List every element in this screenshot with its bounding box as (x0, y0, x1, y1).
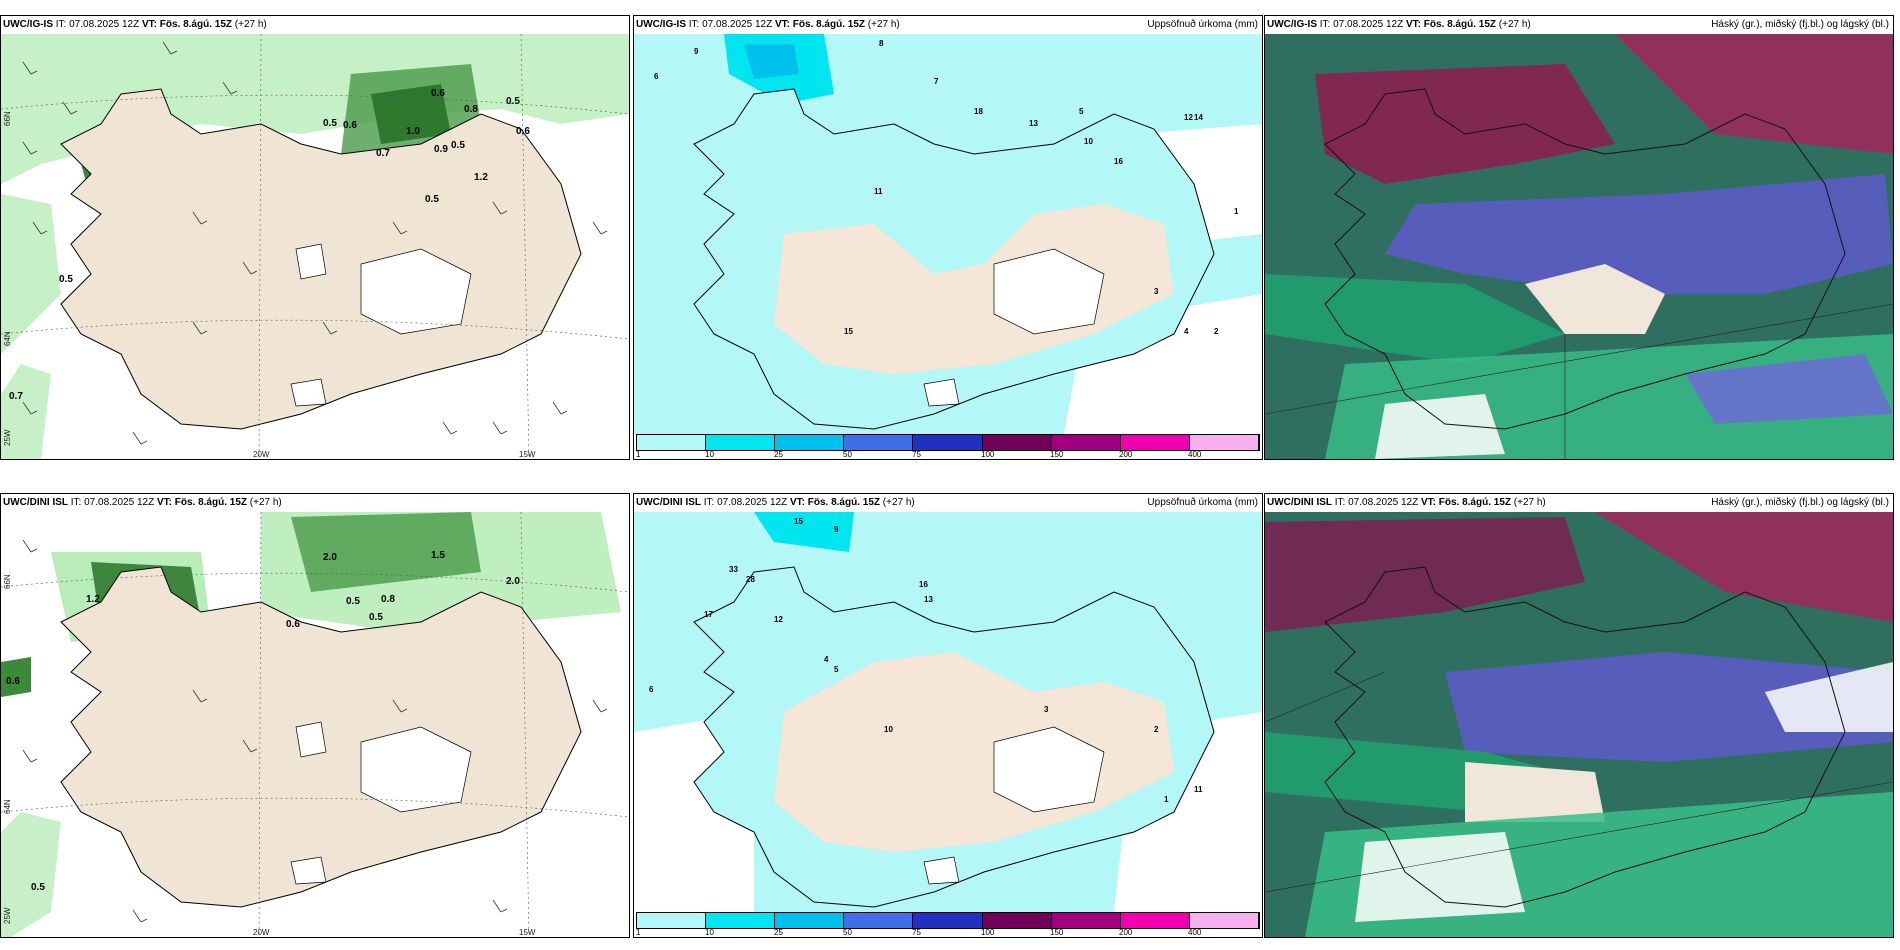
svg-text:3: 3 (1154, 287, 1159, 296)
wind-panel-bottom: UWC/DINI ISL IT: 07.08.2025 12Z VT: Fös.… (0, 493, 630, 938)
svg-text:10: 10 (1084, 137, 1093, 146)
svg-text:4: 4 (1184, 327, 1189, 336)
wind-value: 0.9 (434, 144, 448, 155)
wind-value: 0.6 (516, 126, 530, 137)
svg-text:11: 11 (1194, 785, 1203, 794)
wind-value: 1.5 (431, 550, 445, 561)
clouds-map (1265, 34, 1893, 459)
svg-text:6: 6 (654, 72, 659, 81)
lon-label: 15W (519, 928, 536, 937)
wind-value: 0.8 (381, 594, 395, 605)
wind-value: 0.5 (59, 274, 73, 285)
wind-value: 0.5 (451, 140, 465, 151)
clouds-map (1265, 512, 1893, 937)
wind-value: 2.0 (323, 552, 337, 563)
svg-text:28: 28 (746, 575, 755, 584)
precip-panel-bottom: UWC/DINI ISL IT: 07.08.2025 12Z VT: Fös.… (633, 493, 1263, 938)
svg-text:6: 6 (649, 685, 654, 694)
panel-title: UWC/IG-IS IT: 07.08.2025 12Z VT: Fös. 8.… (1267, 19, 1531, 30)
lon-label: 25W (3, 907, 12, 924)
panel-field-title: Uppsöfnuð úrkoma (mm) (1147, 497, 1258, 508)
svg-text:3: 3 (1044, 705, 1049, 714)
wind-value: 0.6 (343, 120, 357, 131)
svg-text:5: 5 (834, 665, 839, 674)
panel-title: UWC/DINI ISL IT: 07.08.2025 12Z VT: Fös.… (1267, 497, 1546, 508)
wind-panel-top: UWC/IG-IS IT: 07.08.2025 12Z VT: Fös. 8.… (0, 15, 630, 460)
panel-title: UWC/DINI ISL IT: 07.08.2025 12Z VT: Fös.… (3, 497, 282, 508)
wind-map: 0.6 0.5 2.0 1.5 1.2 0.8 0.6 0.5 0.5 2.0 (1, 512, 629, 937)
lat-label: 66N (3, 111, 12, 126)
panel-field-title: Uppsöfnuð úrkoma (mm) (1147, 19, 1258, 30)
panel-title: UWC/IG-IS IT: 07.08.2025 12Z VT: Fös. 8.… (636, 19, 900, 30)
wind-value: 0.6 (6, 676, 20, 687)
precip-panel-top: UWC/IG-IS IT: 07.08.2025 12Z VT: Fös. 8.… (633, 15, 1263, 460)
panel-field-title: Háský (gr.), miðský (fj.bl.) og lágský (… (1711, 19, 1889, 30)
lat-label: 64N (3, 799, 12, 814)
precip-map: 9 8 6 7 5 10 11 15 18 13 16 14 12 3 4 2 … (634, 34, 1262, 434)
svg-text:16: 16 (919, 580, 928, 589)
svg-text:14: 14 (1194, 113, 1203, 122)
clouds-panel-top: UWC/IG-IS IT: 07.08.2025 12Z VT: Fös. 8.… (1264, 15, 1894, 460)
wind-value: 0.5 (506, 96, 520, 107)
panel-field-title: Háský (gr.), miðský (fj.bl.) og lágský (… (1711, 497, 1889, 508)
svg-text:17: 17 (704, 610, 713, 619)
lat-label: 66N (3, 574, 12, 589)
svg-text:13: 13 (924, 595, 933, 604)
svg-text:9: 9 (834, 525, 839, 534)
lon-label: 15W (519, 450, 536, 459)
precip-colorbar (636, 434, 1260, 451)
wind-value: 1.2 (474, 172, 488, 183)
panel-title: UWC/IG-IS IT: 07.08.2025 12Z VT: Fös. 8.… (3, 19, 267, 30)
panel-title: UWC/DINI ISL IT: 07.08.2025 12Z VT: Fös.… (636, 497, 915, 508)
svg-text:15: 15 (844, 327, 853, 336)
svg-text:10: 10 (884, 725, 893, 734)
precip-map: 15 9 33 28 17 12 16 13 10 6 5 4 3 2 1 11 (634, 512, 1262, 912)
svg-text:4: 4 (824, 655, 829, 664)
wind-value: 2.0 (506, 576, 520, 587)
wind-value: 0.5 (369, 612, 383, 623)
svg-text:1: 1 (1164, 795, 1169, 804)
precip-colorbar (636, 912, 1260, 929)
svg-text:12: 12 (774, 615, 783, 624)
wind-value: 1.2 (86, 594, 100, 605)
lat-label: 64N (3, 331, 12, 346)
svg-text:2: 2 (1214, 327, 1219, 336)
wind-value: 0.8 (464, 104, 478, 115)
lon-label: 20W (253, 928, 270, 937)
wind-value: 0.6 (431, 88, 445, 99)
lon-label: 25W (3, 429, 12, 446)
wind-map: 0.6 0.5 0.8 0.5 0.6 1.0 0.9 0.7 0.6 0.5 … (1, 34, 629, 459)
svg-text:33: 33 (729, 565, 738, 574)
clouds-panel-bottom: UWC/DINI ISL IT: 07.08.2025 12Z VT: Fös.… (1264, 493, 1894, 938)
svg-text:5: 5 (1079, 107, 1084, 116)
wind-value: 0.7 (9, 391, 23, 402)
svg-text:16: 16 (1114, 157, 1123, 166)
wind-value: 0.5 (425, 194, 439, 205)
svg-text:15: 15 (794, 517, 803, 526)
wind-value: 0.5 (323, 118, 337, 129)
svg-text:12: 12 (1184, 113, 1193, 122)
svg-text:9: 9 (694, 47, 699, 56)
wind-value: 0.7 (376, 148, 390, 159)
svg-text:11: 11 (874, 187, 883, 196)
wind-value: 0.5 (346, 596, 360, 607)
svg-text:18: 18 (974, 107, 983, 116)
svg-text:8: 8 (879, 39, 884, 48)
wind-value: 0.6 (286, 619, 300, 630)
svg-text:7: 7 (934, 77, 939, 86)
svg-text:13: 13 (1029, 119, 1038, 128)
svg-text:1: 1 (1234, 207, 1239, 216)
lon-label: 20W (253, 450, 270, 459)
wind-value: 0.5 (31, 882, 45, 893)
wind-value: 1.0 (406, 126, 420, 137)
svg-text:2: 2 (1154, 725, 1159, 734)
